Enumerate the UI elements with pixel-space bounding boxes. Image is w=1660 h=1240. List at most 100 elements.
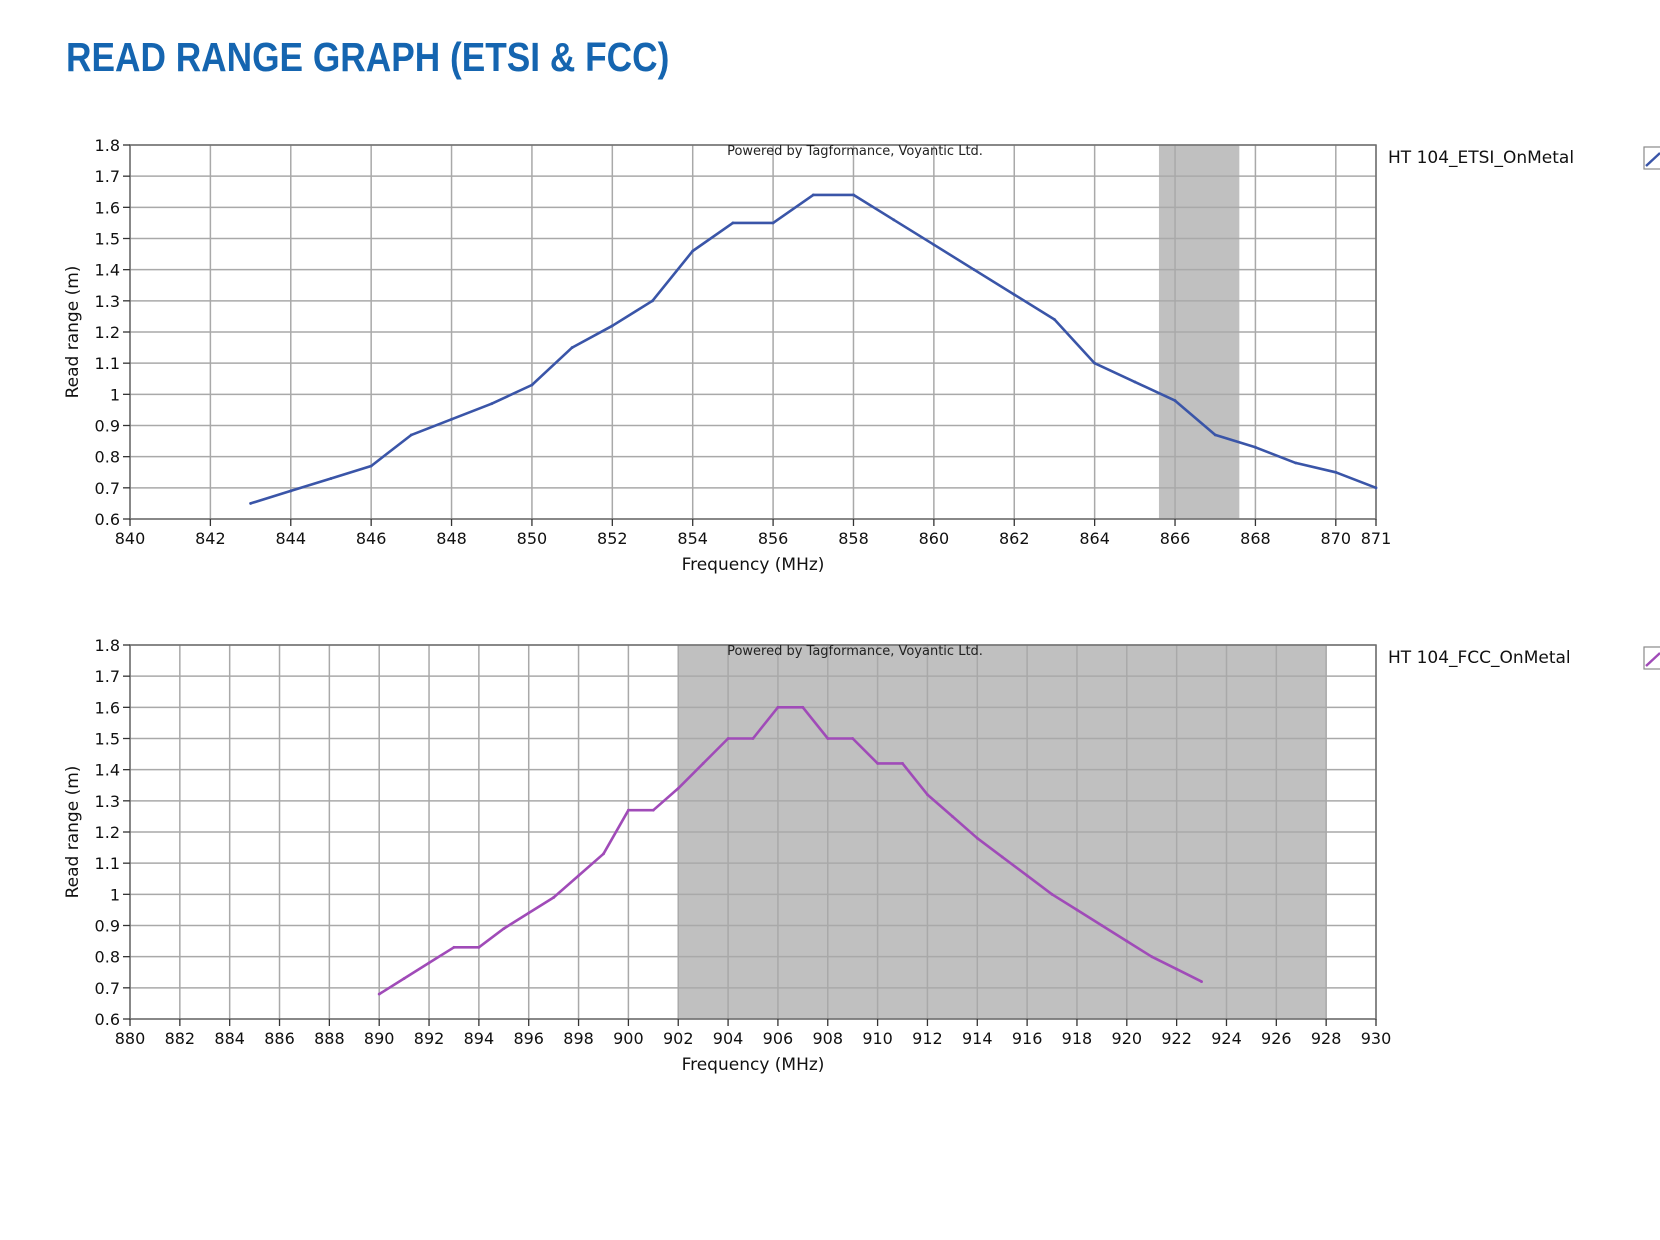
data-point bbox=[726, 737, 730, 740]
data-point bbox=[851, 737, 855, 740]
x-tick-label: 896 bbox=[513, 1029, 544, 1048]
y-tick-label: 1 bbox=[110, 385, 120, 404]
data-point bbox=[975, 836, 979, 840]
fcc-read-range-chart: Powered by Tagformance, Voyantic Ltd. 0.6… bbox=[63, 636, 1660, 1075]
x-tick-label: 854 bbox=[677, 529, 708, 548]
x-tick-label: 906 bbox=[763, 1029, 794, 1048]
data-point bbox=[602, 852, 605, 856]
x-tick-label: 856 bbox=[758, 529, 789, 548]
x-tick-label: 842 bbox=[195, 529, 226, 548]
x-tick-label: 844 bbox=[276, 529, 307, 548]
data-point bbox=[552, 896, 556, 899]
data-point bbox=[249, 502, 252, 505]
data-point bbox=[751, 737, 755, 740]
data-point bbox=[892, 218, 896, 222]
data-point bbox=[1150, 955, 1154, 959]
data-point bbox=[530, 383, 534, 387]
data-point bbox=[676, 786, 680, 790]
data-point bbox=[1173, 399, 1177, 402]
data-point bbox=[377, 992, 381, 996]
data-point bbox=[852, 193, 855, 197]
x-tick-label: 840 bbox=[115, 529, 146, 548]
x-tick-label: 846 bbox=[356, 529, 387, 548]
legend-swatch-line bbox=[1645, 652, 1660, 667]
data-point bbox=[627, 808, 630, 812]
x-tick-label: 908 bbox=[812, 1029, 843, 1048]
y-tick-label: 0.9 bbox=[95, 417, 120, 436]
y-tick-label: 0.7 bbox=[95, 479, 120, 498]
legend-label: HT 104_ETSI_OnMetal bbox=[1388, 148, 1574, 168]
x-tick-label: 930 bbox=[1361, 1029, 1392, 1048]
etsi-read-range-chart: Powered by Tagformance, Voyantic Ltd. 0.6… bbox=[63, 136, 1660, 575]
x-tick-label: 898 bbox=[563, 1029, 594, 1048]
x-tick-label: 864 bbox=[1079, 529, 1110, 548]
data-point bbox=[1334, 470, 1338, 474]
x-tick-label: 850 bbox=[517, 529, 548, 548]
x-tick-label: 900 bbox=[613, 1029, 644, 1048]
data-point bbox=[926, 793, 929, 796]
x-tick-label: 858 bbox=[838, 529, 869, 548]
data-point bbox=[450, 417, 453, 421]
y-axis-label: Read range (m) bbox=[63, 266, 83, 399]
data-point bbox=[1125, 939, 1129, 943]
data-point bbox=[402, 977, 406, 980]
y-tick-label: 1.8 bbox=[95, 136, 120, 155]
y-tick-label: 0.9 bbox=[95, 917, 120, 936]
data-point bbox=[701, 762, 705, 765]
data-point bbox=[570, 346, 574, 349]
data-point bbox=[826, 737, 830, 740]
data-point bbox=[901, 762, 904, 765]
y-tick-label: 0.8 bbox=[95, 948, 120, 967]
data-point bbox=[1133, 380, 1137, 384]
x-tick-label: 852 bbox=[597, 529, 628, 548]
data-point bbox=[932, 243, 936, 247]
x-tick-label: 916 bbox=[1012, 1029, 1043, 1048]
x-tick-label: 880 bbox=[115, 1029, 146, 1048]
y-tick-label: 1.6 bbox=[95, 698, 120, 717]
x-tick-label: 886 bbox=[264, 1029, 295, 1048]
y-tick-label: 1.7 bbox=[95, 167, 120, 186]
data-point bbox=[1012, 293, 1016, 296]
data-point bbox=[876, 762, 879, 765]
y-tick-label: 1.2 bbox=[95, 823, 120, 842]
x-tick-label: 926 bbox=[1261, 1029, 1292, 1048]
data-point bbox=[972, 268, 976, 272]
data-point bbox=[369, 464, 373, 468]
x-tick-label: 862 bbox=[999, 529, 1030, 548]
y-tick-label: 0.8 bbox=[95, 448, 120, 467]
x-axis-label: Frequency (MHz) bbox=[682, 555, 825, 575]
y-tick-label: 1.5 bbox=[95, 230, 120, 249]
data-point bbox=[1025, 874, 1029, 878]
data-point bbox=[289, 489, 293, 493]
x-tick-label: 910 bbox=[862, 1029, 893, 1048]
data-point bbox=[651, 808, 655, 812]
x-tick-label: 928 bbox=[1311, 1029, 1342, 1048]
legend-label: HT 104_FCC_OnMetal bbox=[1388, 648, 1571, 668]
x-tick-label: 894 bbox=[464, 1029, 495, 1048]
watermark: Powered by Tagformance, Voyantic Ltd. bbox=[727, 644, 983, 659]
data-point bbox=[427, 961, 431, 965]
data-point bbox=[477, 945, 481, 949]
x-tick-label: 890 bbox=[364, 1029, 395, 1048]
x-axis-label: Frequency (MHz) bbox=[682, 1055, 825, 1075]
y-tick-label: 0.7 bbox=[95, 979, 120, 998]
y-tick-label: 1.5 bbox=[95, 730, 120, 749]
y-tick-label: 1.1 bbox=[95, 854, 120, 873]
y-tick-label: 1.2 bbox=[95, 323, 120, 342]
x-tick-label: 888 bbox=[314, 1029, 345, 1048]
y-tick-label: 1.7 bbox=[95, 667, 120, 686]
data-point bbox=[771, 221, 775, 225]
x-tick-label: 918 bbox=[1062, 1029, 1093, 1048]
data-point bbox=[329, 477, 333, 480]
x-tick-label: 904 bbox=[713, 1029, 744, 1048]
data-point bbox=[811, 193, 815, 197]
y-tick-label: 1.3 bbox=[95, 292, 120, 311]
y-tick-label: 1.1 bbox=[95, 354, 120, 373]
data-point bbox=[490, 402, 494, 406]
x-tick-label: 892 bbox=[414, 1029, 445, 1048]
y-tick-label: 1.4 bbox=[95, 761, 120, 780]
page-title: READ RANGE GRAPH (ETSI & FCC) bbox=[66, 34, 670, 80]
data-point bbox=[1294, 461, 1298, 465]
legend-swatch-line bbox=[1645, 152, 1660, 167]
watermark: Powered by Tagformance, Voyantic Ltd. bbox=[727, 144, 983, 159]
